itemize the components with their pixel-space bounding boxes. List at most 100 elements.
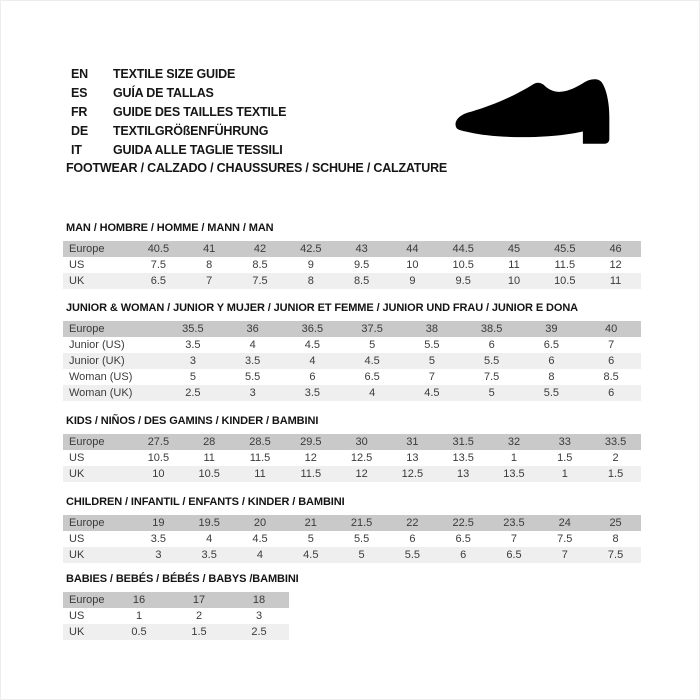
size-cell: 3: [255, 610, 263, 622]
size-cell: 5.5: [404, 549, 421, 561]
section-children: CHILDREN / INFANTIL / ENFANTS / KINDER /…: [63, 496, 641, 563]
size-cell: 12: [304, 452, 317, 464]
size-cell: 20: [253, 517, 267, 529]
size-cell: 4: [309, 355, 316, 367]
size-cell: 8.5: [353, 275, 370, 287]
size-cell: 6: [309, 371, 316, 383]
size-cell: 4: [256, 549, 264, 561]
section-title: BABIES / BEBÉS / BÉBÉS / BABYS /BAMBINI: [66, 573, 299, 585]
section-title: JUNIOR & WOMAN / JUNIOR Y MUJER / JUNIOR…: [66, 302, 579, 314]
size-cell: 10: [406, 259, 419, 271]
size-cell: 8: [307, 275, 314, 287]
size-cell: 4: [249, 339, 256, 351]
row-label: UK: [69, 626, 85, 638]
size-cell: 4.5: [424, 387, 440, 399]
size-cell: 7.5: [252, 275, 268, 287]
size-cell: 8: [548, 371, 555, 383]
size-cell: 4: [206, 533, 213, 545]
row-label: Junior (UK): [69, 355, 125, 367]
size-cell: 37.5: [361, 323, 383, 335]
size-cell: 7: [428, 371, 435, 383]
language-row-en: EN TEXTILE SIZE GUIDE: [71, 64, 286, 83]
size-cell: 7: [206, 275, 213, 287]
section-junior-woman: JUNIOR & WOMAN / JUNIOR Y MUJER / JUNIOR…: [63, 302, 641, 401]
size-cell: 3.5: [304, 387, 321, 399]
size-cell: 12.5: [350, 452, 373, 464]
size-cell: 38.5: [480, 323, 503, 335]
section-man: MAN / HOMBRE / HOMME / MANN / MAN Europe…: [63, 222, 641, 289]
size-cell: 8: [206, 259, 213, 271]
size-cell: 25: [609, 517, 622, 529]
size-cell: 1: [135, 610, 143, 622]
table-row: Europe 40.5 41 42 42.5 43 44 44.5 45 45.5 46: [63, 241, 641, 257]
language-label: GUÍA DE TALLAS: [113, 85, 214, 100]
size-cell: 6.5: [506, 549, 522, 561]
table-row: UK 0.5 1.5 2.5: [63, 624, 289, 640]
size-table-babies: Europe 16 17 18 US 1 2 3 UK 0.5 1.5 2.5: [63, 592, 289, 640]
size-cell: 7.5: [483, 371, 500, 383]
table-row: Junior (UK) 3 3.5 4 4.5 5 5.5 6 6: [63, 353, 641, 369]
row-label: Junior (US): [69, 339, 125, 351]
size-cell: 40: [605, 323, 618, 335]
row-label: Woman (US): [69, 371, 133, 383]
row-label: UK: [69, 468, 85, 480]
table-row: US 10.5 11 11.5 12 12.5 13 13.5 1 1.5 2: [63, 450, 641, 466]
table-row: UK 6.5 7 7.5 8 8.5 9 9.5 10 10.5 11: [63, 273, 641, 289]
size-cell: 6: [488, 339, 495, 351]
table-row: Woman (US) 5 5.5 6 6.5 7 7.5 8 8.5: [63, 369, 641, 385]
size-cell: 10.5: [198, 468, 220, 480]
size-cell: 11: [203, 452, 215, 464]
size-cell: 4.5: [304, 339, 321, 351]
size-cell: 41: [203, 243, 216, 255]
size-cell: 5.5: [483, 355, 500, 367]
size-cell: 5.5: [424, 339, 440, 351]
size-cell: 5.5: [353, 533, 370, 545]
size-cell: 10.5: [554, 275, 576, 287]
size-cell: 3.5: [185, 339, 201, 351]
size-cell: 13: [406, 452, 419, 464]
section-title: MAN / HOMBRE / HOMME / MANN / MAN: [66, 222, 274, 234]
language-list: EN TEXTILE SIZE GUIDE ES GUÍA DE TALLAS …: [71, 64, 286, 159]
size-cell: 11.5: [554, 259, 576, 271]
size-cell: 23.5: [503, 517, 525, 529]
size-cell: 2.5: [251, 626, 267, 638]
size-cell: 45.5: [554, 243, 576, 255]
size-cell: 31: [406, 436, 419, 448]
size-cell: 6.5: [364, 371, 380, 383]
size-cell: 10: [507, 275, 521, 287]
table-row: Europe 19 19.5 20 21 21.5 22 22.5 23.5 24 25: [63, 515, 641, 531]
size-cell: 5.5: [244, 371, 261, 383]
size-cell: 22.5: [452, 517, 474, 529]
language-label: TEXTILE SIZE GUIDE: [113, 66, 236, 81]
size-cell: 44: [406, 243, 419, 255]
size-cell: 5: [189, 371, 196, 383]
size-cell: 11: [609, 275, 622, 287]
size-cell: 3: [189, 355, 196, 367]
size-cell: 18: [252, 594, 266, 606]
size-cell: 6.5: [543, 339, 560, 351]
language-label: GUIDA ALLE TAGLIE TESSILI: [113, 142, 283, 157]
row-label: US: [69, 259, 85, 271]
size-table-man: Europe 40.5 41 42 42.5 43 44 44.5 45 45.5 46 US 7.5 8…: [63, 241, 641, 289]
size-cell: 3.5: [244, 355, 261, 367]
language-code: EN: [71, 66, 88, 81]
size-cell: 42.5: [300, 243, 322, 255]
size-cell: 45: [507, 243, 521, 255]
size-cell: 16: [132, 594, 146, 606]
size-cell: 32: [507, 436, 521, 448]
language-row-de: DE TEXTILGRÖßENFÜHRUNG: [71, 121, 286, 140]
size-cell: 7: [608, 339, 615, 351]
size-cell: 1.5: [607, 468, 624, 480]
size-cell: 12.5: [401, 468, 424, 480]
size-cell: 1.5: [557, 452, 573, 464]
size-table-junior-woman: Europe 35.5 36 36.5 37.5 38 38.5 39 40 Junior (US…: [63, 321, 641, 401]
size-cell: 2.5: [185, 387, 201, 399]
shoe-icon: [455, 79, 610, 144]
size-cell: 0.5: [131, 626, 147, 638]
section-babies: BABIES / BEBÉS / BÉBÉS / BABYS /BAMBINI …: [63, 573, 299, 640]
table-row: US 1 2 3: [63, 608, 289, 624]
size-cell: 28.5: [249, 436, 271, 448]
table-row: Europe 16 17 18: [63, 592, 289, 608]
language-row-es: ES GUÍA DE TALLAS: [71, 83, 286, 102]
